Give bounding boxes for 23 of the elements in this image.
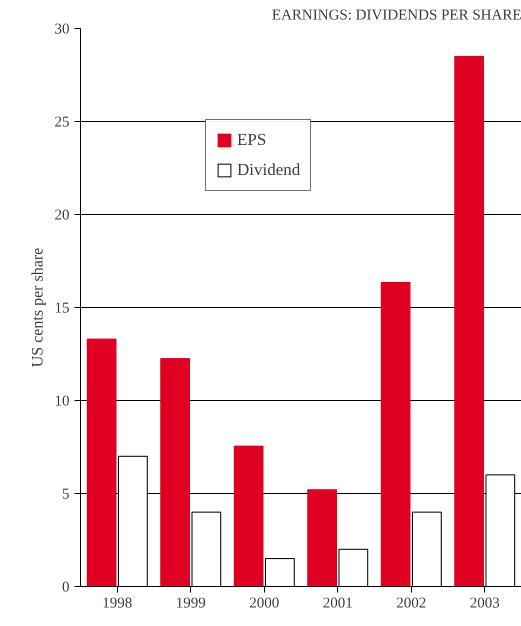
bar: [234, 446, 264, 586]
y-tick-label: 10: [54, 394, 70, 410]
y-axis-title: US cents per share: [30, 248, 46, 368]
x-tick-label: 2003: [470, 596, 500, 612]
x-tick-label: 1998: [102, 596, 132, 612]
bar: [454, 56, 484, 586]
x-tick-label: 1999: [176, 596, 206, 612]
bar: [86, 338, 116, 586]
y-tick-label: 25: [54, 114, 70, 130]
x-tick-label: 2001: [322, 596, 353, 612]
bar: [160, 358, 190, 586]
x-tick-label: 2002: [396, 596, 426, 612]
x-tick-label: 2000: [249, 596, 280, 612]
y-tick-label: 15: [54, 300, 70, 316]
legend-label: Dividend: [237, 160, 300, 180]
legend-label: EPS: [237, 130, 266, 150]
y-tick-label: 0: [62, 580, 70, 596]
bar: [307, 489, 337, 586]
bar: [380, 282, 410, 586]
y-tick-label: 30: [54, 22, 70, 38]
y-tick-label: 20: [54, 208, 70, 224]
chart-title: EARNINGS: DIVIDENDS PER SHARE: [272, 8, 521, 24]
y-tick-label: 5: [62, 486, 70, 502]
